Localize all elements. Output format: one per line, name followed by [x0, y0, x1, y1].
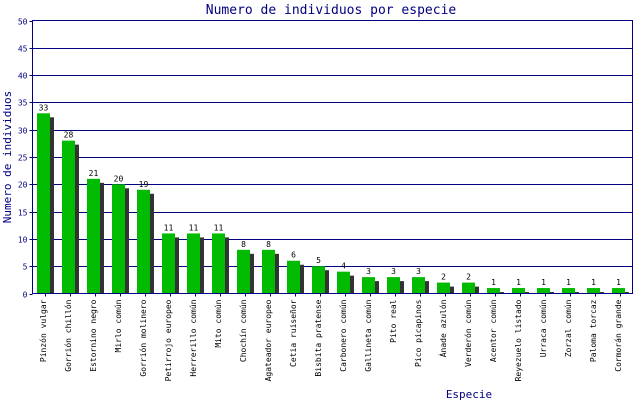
category-label: Verderón común: [463, 299, 473, 367]
bar: [237, 249, 250, 294]
category-label: Carbonero común: [339, 299, 348, 371]
bar-value-label: 2: [441, 273, 446, 282]
bar: [37, 113, 50, 294]
bars: [37, 113, 629, 294]
bar: [287, 260, 300, 294]
x-axis-ticks: Pinzón vulgar Gorrión chillón Estornino ne…: [38, 293, 623, 381]
category-label: Urraca común: [539, 299, 548, 357]
y-tick-label: 50: [18, 18, 28, 27]
bar: [412, 277, 425, 294]
bar: [187, 233, 200, 294]
bar: [112, 184, 125, 294]
bar-value-label: 6: [291, 251, 296, 260]
bar: [387, 277, 400, 294]
bar: [562, 288, 575, 294]
grid-lines: [32, 48, 633, 267]
category-label: Gorrión molinero: [138, 299, 148, 376]
bar-value-label: 3: [366, 267, 371, 276]
y-axis-ticks: 0 5 10 15 20 25 30 35 40 45 50: [18, 18, 33, 300]
category-label: Agateador europeo: [264, 299, 273, 381]
bar-value-label: 1: [591, 278, 596, 287]
bar-value-label: 33: [39, 103, 49, 112]
category-label: Mirlo común: [114, 299, 123, 352]
bar-value-label: 1: [516, 278, 521, 287]
bar-value-label: 5: [316, 256, 321, 265]
category-label: Bisbita pratense: [314, 299, 323, 376]
bar: [62, 140, 75, 294]
y-tick-label: 20: [18, 181, 28, 190]
bar: [362, 277, 375, 294]
chart-title: Numero de individuos por especie: [206, 3, 457, 18]
bar-value-label: 1: [541, 278, 546, 287]
bar-value-label: 11: [214, 223, 224, 232]
bar-value-label: 4: [341, 262, 346, 271]
bar: [212, 233, 225, 294]
y-tick-label: 10: [18, 236, 28, 245]
bar-value-label: 3: [391, 267, 396, 276]
category-label: Herrerillo común: [189, 299, 198, 376]
bar: [587, 288, 600, 294]
bar-value-label: 8: [241, 240, 246, 249]
plot-frame: [32, 20, 633, 294]
category-label: Petirrojo europeo: [164, 299, 173, 381]
y-tick-label: 25: [18, 154, 28, 163]
bar: [462, 282, 475, 294]
category-label: Pito real: [389, 299, 398, 343]
bar-value-label: 28: [64, 131, 74, 140]
bar: [87, 178, 100, 294]
bar: [512, 288, 525, 294]
bar: [137, 189, 150, 294]
bar: [437, 282, 450, 294]
category-label: Cetia ruiseñor: [289, 299, 298, 367]
bar-value-label: 2: [466, 273, 471, 282]
category-label: Acentor común: [489, 299, 498, 362]
y-tick-label: 0: [23, 291, 28, 300]
bar: [162, 233, 175, 294]
category-label: Cormorán grande: [614, 299, 623, 371]
category-label: Chochín común: [239, 299, 248, 362]
bar: [487, 288, 500, 294]
bar-value-label: 21: [89, 169, 99, 178]
bar: [262, 249, 275, 294]
bar: [337, 271, 350, 294]
bar: [612, 288, 625, 294]
category-label: Paloma torcaz: [589, 299, 598, 362]
y-tick-label: 40: [18, 72, 28, 81]
bar-value-label: 11: [189, 223, 199, 232]
category-label: Reyezuelo listado: [514, 299, 523, 381]
y-axis-title: Numero de individuos: [1, 91, 14, 223]
y-tick-label: 35: [18, 99, 28, 108]
category-label: Zorzal común: [564, 299, 573, 357]
y-tick-label: 15: [18, 209, 28, 218]
bar-value-label: 20: [114, 174, 124, 183]
bar-value-label: 1: [566, 278, 571, 287]
category-label: Gorrión chillón: [63, 299, 73, 371]
bar-value-label: 8: [266, 240, 271, 249]
category-label: Mito común: [214, 299, 223, 347]
category-label: Pico picapinos: [414, 299, 423, 367]
bar: [312, 266, 325, 294]
bar-value-label: 1: [491, 278, 496, 287]
category-label: Estornino negro: [89, 299, 98, 371]
category-label: Ánade azulón: [437, 299, 448, 357]
bar-value-label: 19: [139, 180, 149, 189]
bar-value-label: 11: [164, 223, 174, 232]
category-label: Pinzón vulgar: [38, 299, 48, 362]
y-tick-label: 45: [18, 45, 28, 54]
bar-value-label: 1: [616, 278, 621, 287]
bar: [537, 288, 550, 294]
category-label: Gallineta común: [364, 299, 373, 371]
x-axis-title: Especie: [446, 388, 492, 400]
y-tick-label: 30: [18, 127, 28, 136]
y-tick-label: 5: [23, 263, 28, 272]
bar-value-label: 3: [416, 267, 421, 276]
